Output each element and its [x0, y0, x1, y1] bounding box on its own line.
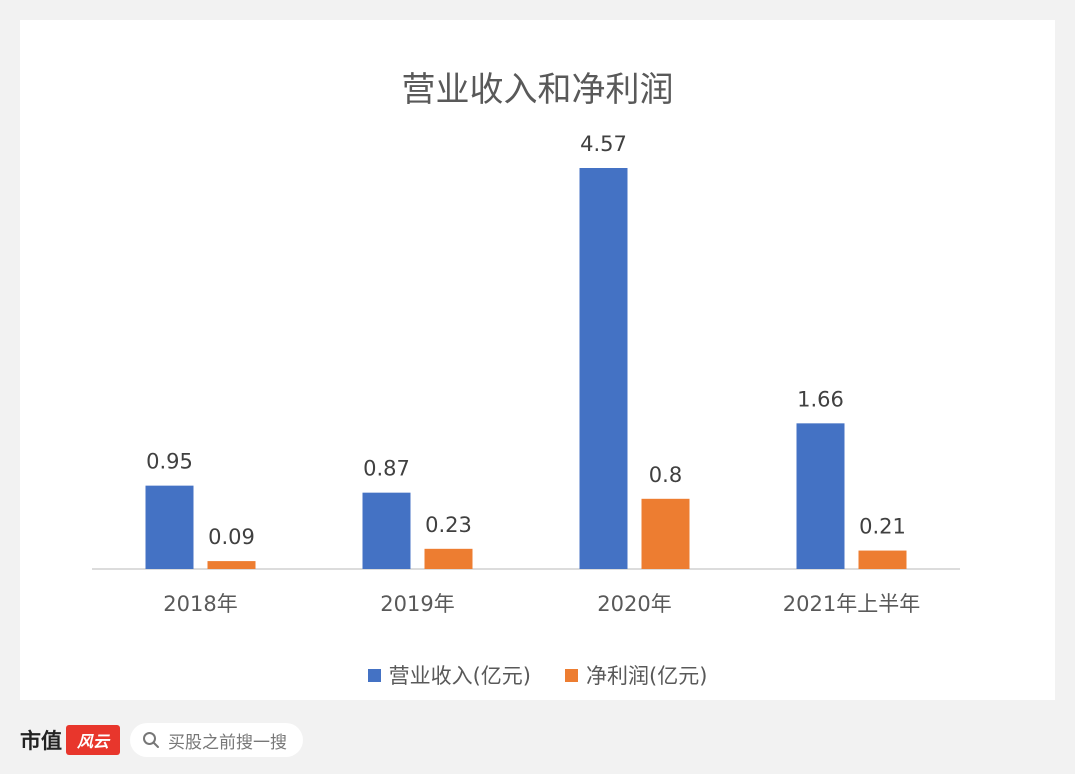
chart-title: 营业收入和净利润 [401, 70, 674, 110]
data-label-profit-0: 0.09 [208, 525, 255, 549]
data-label-revenue-1: 0.87 [363, 457, 410, 481]
legend-swatch-profit [565, 668, 578, 682]
footer-bar: 市值 风云 买股之前搜一搜 [20, 720, 303, 760]
legend-item-profit: 净利润(亿元) [565, 660, 707, 690]
legend-label-profit: 净利润(亿元) [586, 664, 708, 688]
bar-profit-1 [424, 548, 473, 569]
brand-logo: 风云 [66, 725, 120, 755]
data-label-profit-3: 0.21 [859, 515, 906, 539]
bar-profit-0 [207, 561, 256, 569]
bar-revenue-3 [796, 423, 845, 569]
search-box[interactable]: 买股之前搜一搜 [130, 723, 303, 757]
bar-revenue-1 [362, 492, 411, 569]
bar-profit-2 [641, 498, 690, 569]
legend-swatch-revenue [367, 668, 381, 682]
search-icon [143, 732, 159, 748]
x-tick-label-1: 2019年 [380, 592, 454, 616]
x-tick-label-3: 2021年上半年 [783, 592, 920, 616]
data-label-profit-1: 0.23 [425, 513, 472, 537]
x-tick-label-0: 2018年 [163, 592, 237, 616]
brand-name: 市值 [20, 729, 62, 753]
bar-chart: 0.95 0.09 2018年 0.87 0.23 2019年 4.57 0.8 2020年 1.… [92, 132, 960, 616]
data-label-revenue-3: 1.66 [797, 387, 844, 411]
legend-label-revenue: 营业收入(亿元) [388, 664, 531, 688]
search-placeholder: 买股之前搜一搜 [168, 732, 287, 753]
x-tick-label-2: 2020年 [597, 592, 671, 616]
bar-profit-3 [858, 550, 907, 569]
bar-revenue-0 [145, 485, 194, 569]
data-label-revenue-2: 4.57 [580, 132, 627, 156]
data-label-profit-2: 0.8 [649, 463, 682, 487]
legend-item-revenue: 营业收入(亿元) [367, 660, 531, 690]
chart-card: 营业收入和净利润 0.95 0.09 2018年 0.87 0.23 2019年 4.57 0… [20, 20, 1055, 700]
bar-revenue-2 [579, 168, 628, 569]
data-label-revenue-0: 0.95 [146, 450, 193, 474]
chart-legend: 营业收入(亿元) 净利润(亿元) [20, 660, 1055, 690]
